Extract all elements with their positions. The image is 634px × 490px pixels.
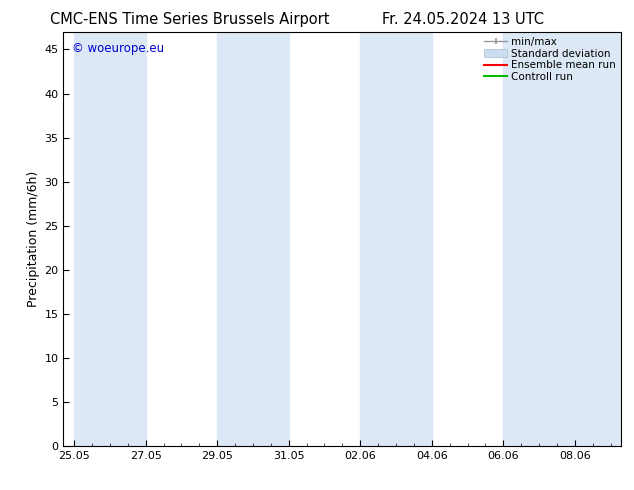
Y-axis label: Precipitation (mm/6h): Precipitation (mm/6h) bbox=[27, 171, 40, 307]
Bar bbox=[503, 32, 621, 446]
Text: © woeurope.eu: © woeurope.eu bbox=[72, 42, 164, 55]
Bar bbox=[74, 32, 146, 446]
Bar bbox=[217, 32, 288, 446]
Legend: min/max, Standard deviation, Ensemble mean run, Controll run: min/max, Standard deviation, Ensemble me… bbox=[482, 35, 618, 84]
Text: CMC-ENS Time Series Brussels Airport: CMC-ENS Time Series Brussels Airport bbox=[51, 12, 330, 27]
Text: Fr. 24.05.2024 13 UTC: Fr. 24.05.2024 13 UTC bbox=[382, 12, 544, 27]
Bar bbox=[360, 32, 432, 446]
